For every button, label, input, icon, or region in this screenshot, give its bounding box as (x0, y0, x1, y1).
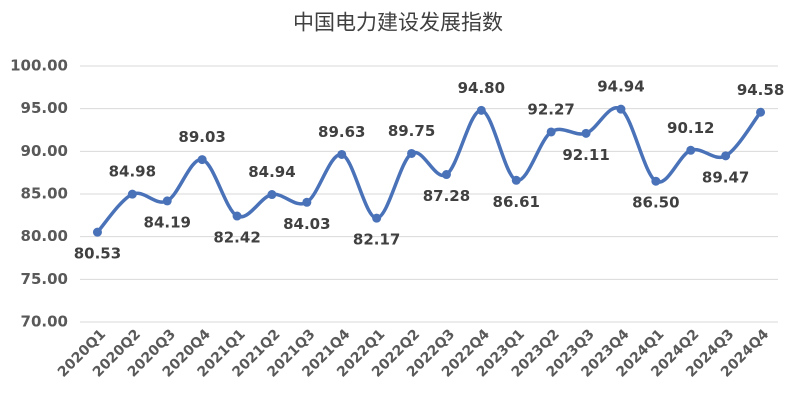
value-label: 84.94 (248, 163, 295, 181)
value-label: 90.12 (667, 119, 714, 137)
value-label: 94.58 (737, 81, 784, 99)
y-tick-label: 70.00 (21, 313, 68, 331)
line (96, 106, 762, 234)
point (511, 175, 521, 185)
value-label: 92.11 (562, 146, 609, 164)
value-label: 89.47 (702, 168, 749, 186)
point (756, 107, 766, 117)
point (441, 170, 451, 180)
value-label: 86.61 (493, 193, 540, 211)
value-label: 82.17 (353, 231, 400, 249)
point (372, 213, 382, 223)
value-label: 86.50 (632, 194, 679, 212)
point (581, 128, 591, 138)
y-tick-label: 100.00 (10, 57, 68, 75)
point (267, 190, 277, 200)
value-label: 89.75 (388, 122, 435, 140)
point (302, 197, 312, 207)
point (162, 196, 172, 206)
value-label: 82.42 (213, 229, 260, 247)
value-label: 94.80 (458, 79, 505, 97)
value-label: 80.53 (74, 245, 121, 263)
value-label: 84.98 (109, 163, 156, 181)
value-label: 89.03 (178, 128, 225, 146)
value-label: 87.28 (423, 187, 470, 205)
point (232, 211, 242, 221)
y-tick-label: 95.00 (21, 99, 68, 117)
point (651, 176, 661, 186)
y-tick-label: 90.00 (21, 142, 68, 160)
point (476, 105, 486, 115)
value-label: 94.94 (597, 78, 644, 96)
point (686, 145, 696, 155)
point (407, 148, 417, 158)
y-tick-label: 85.00 (21, 185, 68, 203)
y-tick-label: 75.00 (21, 270, 68, 288)
y-tick-label: 80.00 (21, 227, 68, 245)
value-label: 89.63 (318, 123, 365, 141)
value-label: 84.03 (283, 215, 330, 233)
point (721, 151, 731, 161)
point (337, 149, 347, 159)
point (92, 227, 102, 237)
point (127, 189, 137, 199)
chart-title: 中国电力建设发展指数 (293, 11, 503, 35)
value-label: 84.19 (144, 213, 191, 231)
point (546, 127, 556, 137)
point (616, 104, 626, 114)
value-label: 92.27 (527, 100, 574, 118)
point (197, 155, 207, 165)
